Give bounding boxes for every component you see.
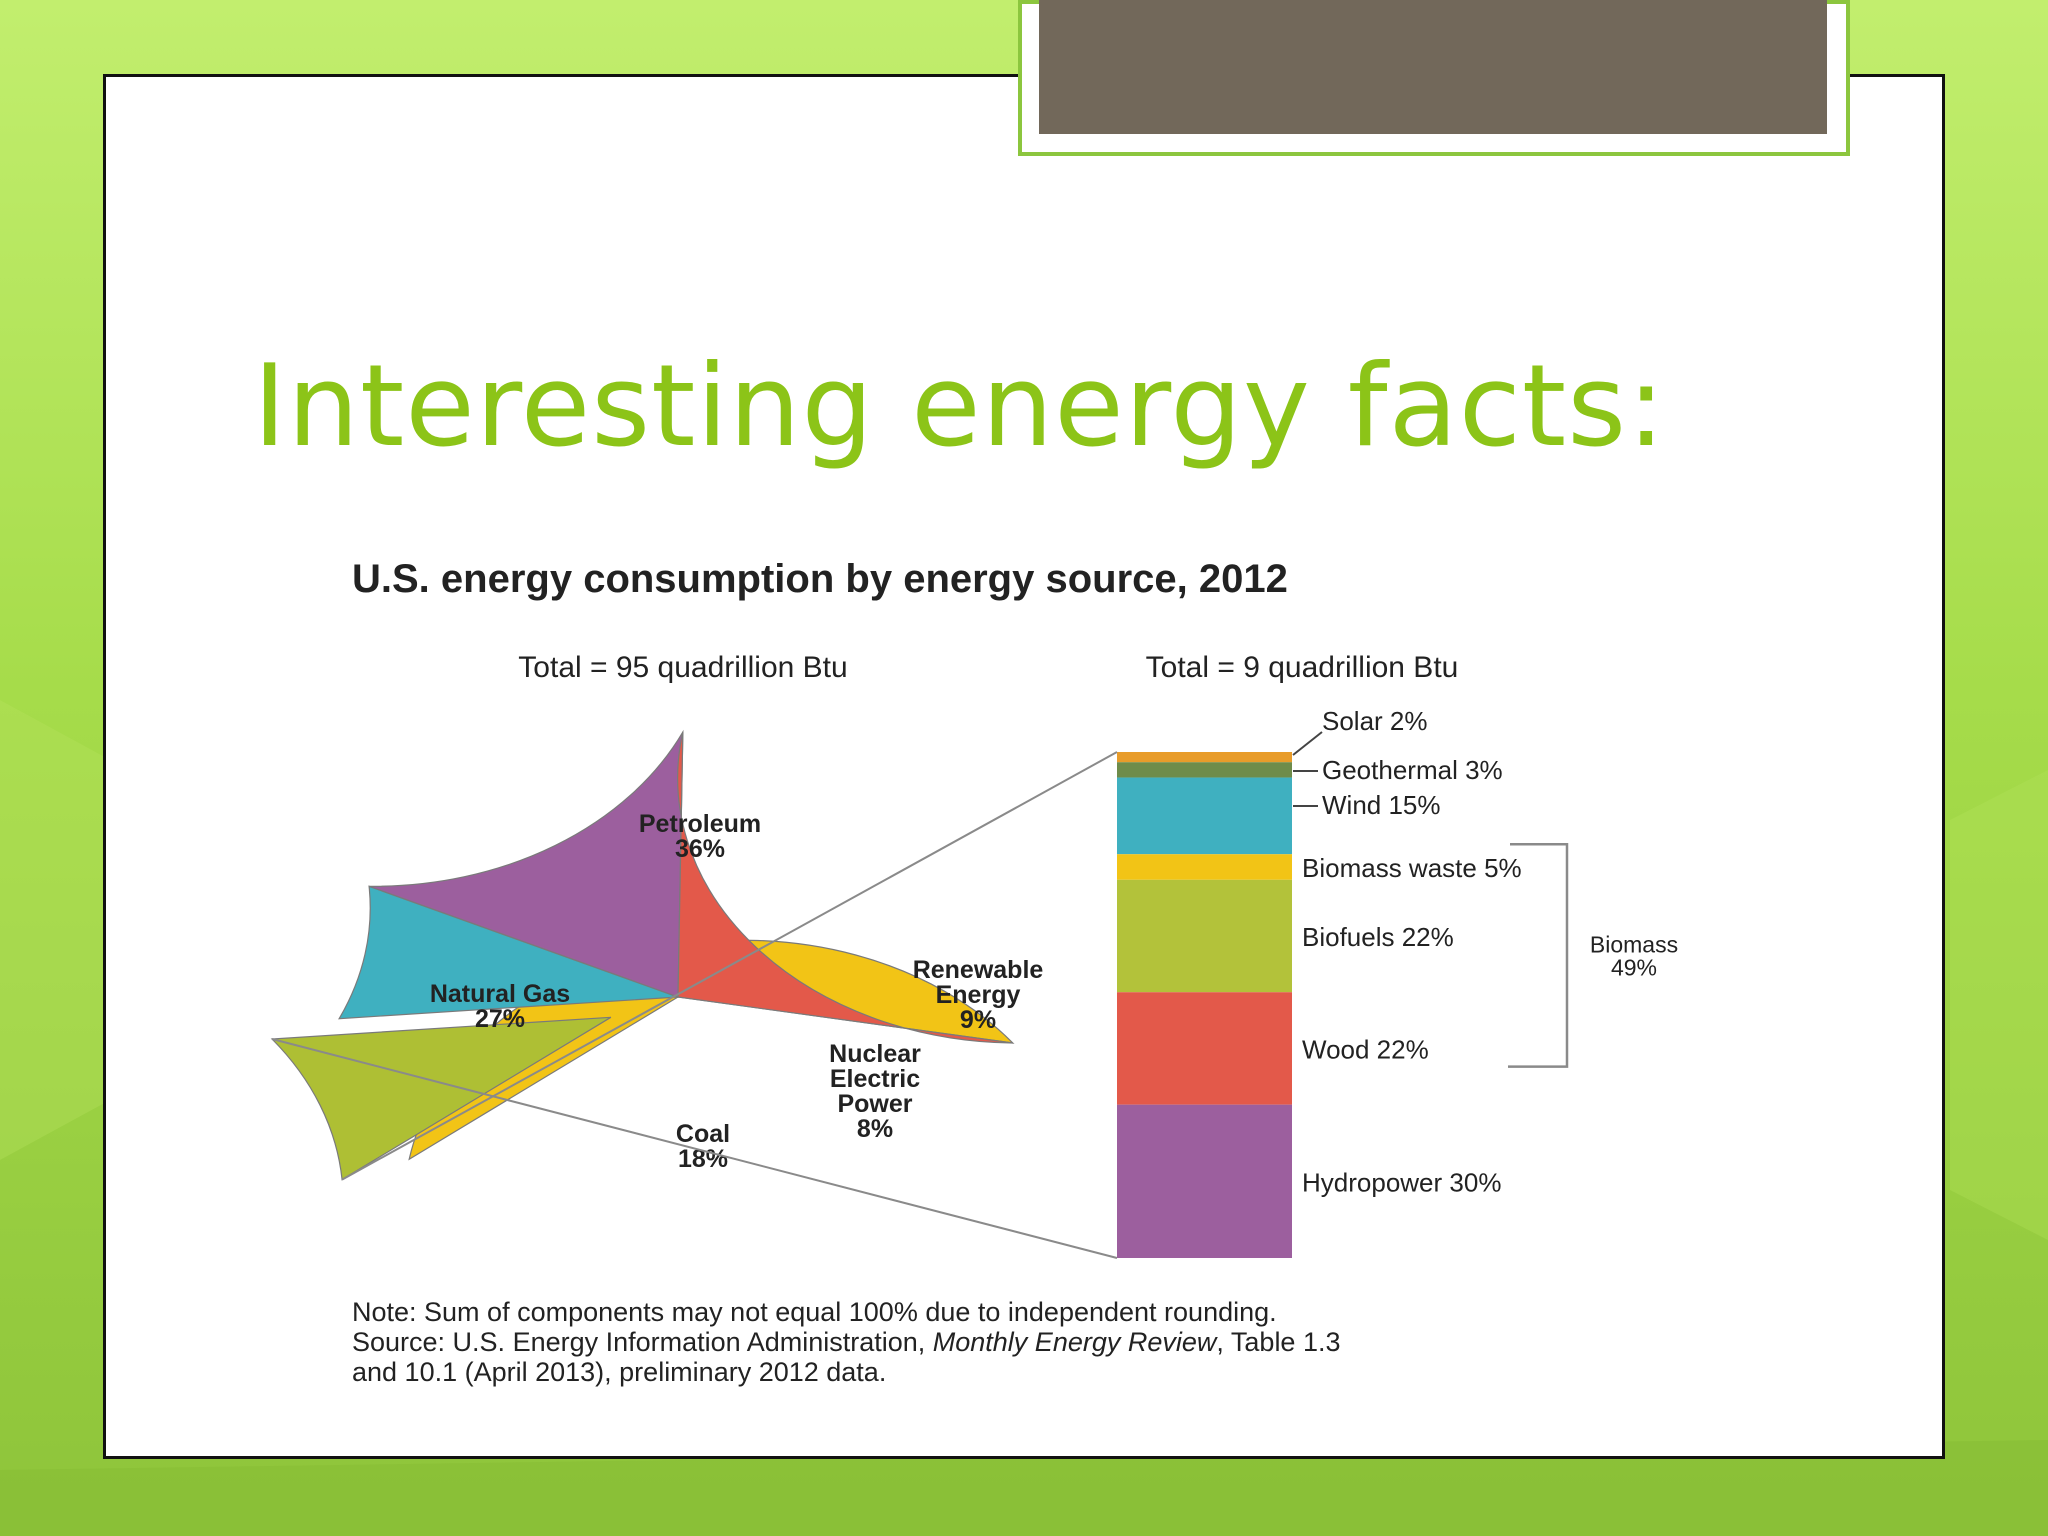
bar-label-biomass_waste: Biomass waste 5% [1302, 853, 1522, 883]
bar-label-biofuels: Biofuels 22% [1302, 922, 1454, 952]
bar-label-hydropower: Hydropower 30% [1302, 1167, 1501, 1197]
chart-note: Note: Sum of components may not equal 10… [352, 1297, 1277, 1327]
bar-label-geothermal: Geothermal 3% [1322, 755, 1503, 785]
bar-label-wind: Wind 15% [1322, 790, 1441, 820]
bar-segment-biofuels [1117, 879, 1292, 993]
bar-segment-biomass_waste [1117, 854, 1292, 880]
bar-segment-wind [1117, 777, 1292, 855]
pie-label-coal: Coal 18% [676, 1120, 730, 1173]
bar-segment-solar [1117, 752, 1292, 763]
bar-segment-wood [1117, 992, 1292, 1105]
bar-label-wood: Wood 22% [1302, 1034, 1429, 1064]
slide-canvas [103, 74, 1945, 1459]
bar-segment-hydropower [1117, 1104, 1292, 1258]
biomass-group-value: 49% [1611, 954, 1657, 980]
connector-bottom [271, 1038, 1118, 1259]
pie-label-nuclear: Nuclear Electric Power 8% [829, 1040, 921, 1143]
source-table: , Table 1.3 [1216, 1327, 1341, 1357]
chart-title: U.S. energy consumption by energy source… [352, 557, 1288, 601]
pie-chart: Petroleum 36% Renewable Energy 9%Nuclear Elec… [270, 729, 1044, 1181]
pie-label-natural_gas: Natural Gas 27% [430, 980, 570, 1033]
pie-slice-natural_gas [677, 731, 1013, 1044]
source-prefix: Source: U.S. Energy Information Administ… [352, 1327, 933, 1357]
biomass-bracket [1508, 842, 1569, 1068]
bar-segment-geothermal [1117, 762, 1292, 778]
bar-label-solar: Solar 2% [1322, 706, 1428, 736]
source-publication: Monthly Energy Review [932, 1327, 1217, 1357]
leader-solar [1292, 731, 1323, 756]
pie-slice-coal [368, 729, 684, 998]
pie-slice-nuclear [338, 885, 679, 1020]
biomass-group-label: Biomass [1590, 931, 1678, 957]
breakdown-total-label: Total = 9 quadrillion Btu [1146, 651, 1459, 684]
breakdown-bar: Solar 2% Geothermal 3% Wind 15% Biomass was… [271, 706, 1678, 1259]
chart-source-date: and 10.1 (April 2013), preliminary 2012 … [352, 1357, 887, 1387]
pie-label-renewable: Renewable Energy 9% [913, 956, 1044, 1034]
pie-label-petroleum: Petroleum 36% [639, 810, 761, 863]
pie-slice-renewable [270, 1016, 612, 1181]
slide-title: Interesting energy facts: [253, 340, 1667, 472]
connector-top [341, 751, 1118, 1181]
pie-total-label: Total = 95 quadrillion Btu [518, 651, 847, 684]
chart-source: Source: U.S. Energy Information Administ… [352, 1327, 1341, 1357]
title-block [1039, 0, 1827, 134]
